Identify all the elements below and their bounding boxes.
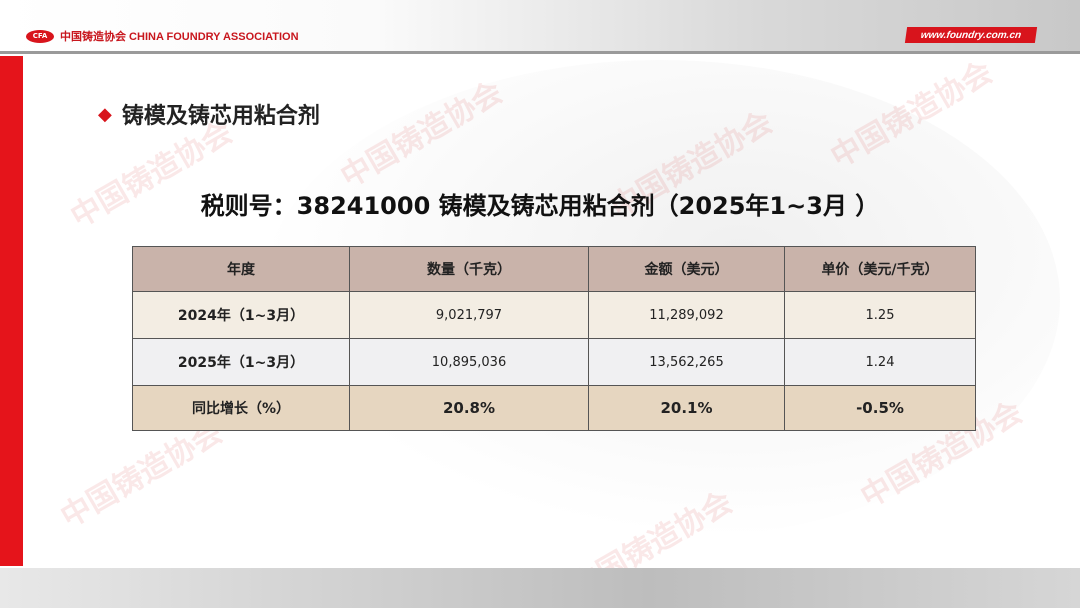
- website-badge: www.foundry.com.cn: [904, 27, 1038, 43]
- table-cell: 1.25: [784, 291, 976, 339]
- column-header: 金额（美元）: [588, 246, 785, 292]
- column-header: 年度: [132, 246, 350, 292]
- table-cell: -0.5%: [784, 385, 976, 431]
- header-bar: CFA 中国铸造协会 CHINA FOUNDRY ASSOCIATION www…: [0, 0, 1080, 54]
- row-label: 2024年（1~3月）: [132, 291, 350, 339]
- table-cell: 1.24: [784, 338, 976, 386]
- table-header-row: 年度 数量（千克） 金额（美元） 单价（美元/千克）: [132, 246, 976, 292]
- table-cell: 10,895,036: [349, 338, 589, 386]
- column-header: 单价（美元/千克）: [784, 246, 976, 292]
- table-title: 税则号：38241000 铸模及铸芯用粘合剂（2025年1~3月 ）: [200, 192, 880, 220]
- diamond-bullet-icon: ◆: [98, 103, 112, 125]
- row-label: 同比增长（%）: [132, 385, 350, 431]
- row-label: 2025年（1~3月）: [132, 338, 350, 386]
- left-accent-bar: [0, 56, 23, 566]
- table-row: 2025年（1~3月） 10,895,036 13,562,265 1.24: [132, 338, 976, 386]
- table-cell: 13,562,265: [588, 338, 785, 386]
- table-cell: 9,021,797: [349, 291, 589, 339]
- association-name: 中国铸造协会 CHINA FOUNDRY ASSOCIATION: [60, 31, 299, 43]
- footer-bar: [0, 568, 1080, 608]
- table-row-growth: 同比增长（%） 20.8% 20.1% -0.5%: [132, 385, 976, 431]
- section-title: 铸模及铸芯用粘合剂: [121, 104, 320, 129]
- association-logo: CFA 中国铸造协会 CHINA FOUNDRY ASSOCIATION: [26, 28, 299, 44]
- import-data-table: 年度 数量（千克） 金额（美元） 单价（美元/千克） 2024年（1~3月） 9…: [132, 246, 976, 431]
- cfa-logo-icon: CFA: [26, 29, 54, 43]
- section-heading: ◆ 铸模及铸芯用粘合剂: [98, 98, 320, 130]
- table-cell: 20.8%: [349, 385, 589, 431]
- column-header: 数量（千克）: [349, 246, 589, 292]
- table-row: 2024年（1~3月） 9,021,797 11,289,092 1.25: [132, 291, 976, 339]
- table-cell: 20.1%: [588, 385, 785, 431]
- table-cell: 11,289,092: [588, 291, 785, 339]
